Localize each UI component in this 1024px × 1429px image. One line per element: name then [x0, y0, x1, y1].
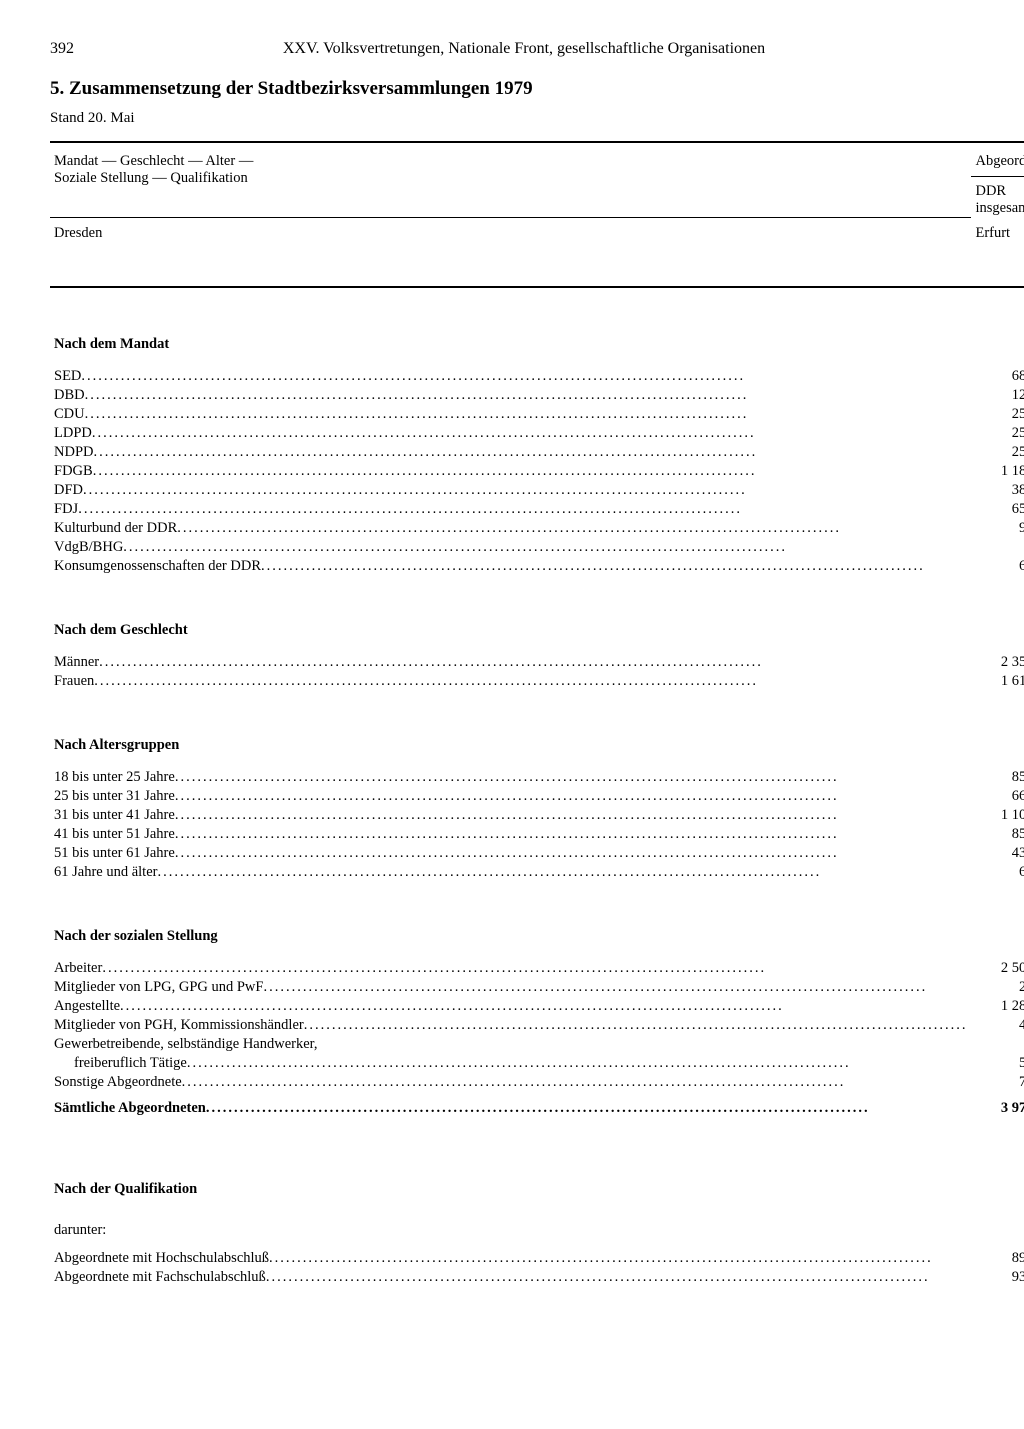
table-row-label: Gewerbetreibende, selbständige Handwerke… [50, 1035, 971, 1054]
table-row-label: 61 Jahre und älter [50, 863, 971, 882]
table-row-label: 25 bis unter 31 Jahre [50, 787, 971, 806]
table-cell: 1 616 [971, 672, 1024, 691]
table-row-label: 41 bis unter 51 Jahre [50, 825, 971, 844]
table-row-label: CDU [50, 405, 971, 424]
table-row-label: FDJ [50, 500, 971, 519]
table-cell: 1 189 [971, 462, 1024, 481]
table-cell: 41 [971, 1016, 1024, 1035]
table-row-label: Sonstige Abgeordnete [50, 1073, 971, 1092]
table-cell: 90 [971, 519, 1024, 538]
table-row-label: Angestellte [50, 997, 971, 1016]
table-row-label: DFD [50, 481, 971, 500]
table-row-label: 31 bis unter 41 Jahre [50, 806, 971, 825]
table-cell: 253 [971, 424, 1024, 443]
table-cell: 851 [971, 825, 1024, 844]
table-cell: 665 [971, 787, 1024, 806]
section-title: Nach dem Geschlecht [50, 576, 1024, 653]
table-cell: 2 359 [971, 653, 1024, 672]
total-cell: 3 975 [971, 1092, 1024, 1135]
table-row-label: Frauen [50, 672, 971, 691]
table-row-label: Mitglieder von LPG, GPG und PwF [50, 978, 971, 997]
table-cell: 69 [971, 557, 1024, 576]
section-title: Nach Altersgruppen [50, 691, 1024, 768]
table-cell: 2 505 [971, 959, 1024, 978]
table-cell: 254 [971, 405, 1024, 424]
table-row-label: freiberuflich Tätige [50, 1054, 971, 1073]
table-cell: 64 [971, 863, 1024, 882]
table-cell: 689 [971, 367, 1024, 386]
table-row-label: Mitglieder von PGH, Kommissionshändler [50, 1016, 971, 1035]
table-cell: 255 [971, 443, 1024, 462]
header-rowlabel: Mandat — Geschlecht — Alter —Soziale Ste… [50, 145, 971, 217]
table-cell: 4 [971, 538, 1024, 557]
table-cell: 385 [971, 481, 1024, 500]
table-row-label: 51 bis unter 61 Jahre [50, 844, 971, 863]
page-number: 392 [50, 40, 74, 58]
table-row-label: Abgeordnete mit Hochschulabschluß [50, 1249, 971, 1268]
stand-line: Stand 20. Mai [50, 110, 974, 127]
data-table: Mandat — Geschlecht — Alter —Soziale Ste… [50, 141, 1024, 1287]
table-row-label: 18 bis unter 25 Jahre [50, 768, 971, 787]
table-row-label: FDGB [50, 462, 971, 481]
chapter-title: XXV. Volksvertretungen, Nationale Front,… [74, 40, 974, 58]
header-city-1: Erfurt [971, 221, 1024, 287]
total-row-label: Sämtliche Abgeordneten [50, 1092, 971, 1135]
table-cell: 1 283 [971, 997, 1024, 1016]
table-row-label: Konsumgenossenschaften der DDR [50, 557, 971, 576]
table-row-label: VdgB/BHG [50, 538, 971, 557]
table-row-label: Abgeordnete mit Fachschulabschluß [50, 1268, 971, 1287]
table-cell: 52 [971, 1054, 1024, 1073]
table-cell: 21 [971, 978, 1024, 997]
table-cell: 73 [971, 1073, 1024, 1092]
table-row-label: Männer [50, 653, 971, 672]
table-cell: 939 [971, 1268, 1024, 1287]
main-title: 5. Zusammensetzung der Stadtbezirksversa… [50, 78, 974, 100]
table-cell: 856 [971, 768, 1024, 787]
table-row-label: Arbeiter [50, 959, 971, 978]
header-city-0: Dresden [50, 221, 971, 287]
header-abgeordnete: Abgeordnete [971, 145, 1024, 177]
section-title: Nach dem Mandat [50, 290, 1024, 367]
table-cell: 899 [971, 1249, 1024, 1268]
table-cell: 1 101 [971, 806, 1024, 825]
table-row-label: DBD [50, 386, 971, 405]
section-title: Nach der sozialen Stellung [50, 882, 1024, 959]
table-row-label: NDPD [50, 443, 971, 462]
header-ddr: DDRinsgesamt [971, 179, 1024, 221]
section-sublabel: darunter: [50, 1212, 1024, 1249]
table-row-label: SED [50, 367, 971, 386]
table-cell: 128 [971, 386, 1024, 405]
table-cell: 438 [971, 844, 1024, 863]
table-cell: 659 [971, 500, 1024, 519]
table-row-label: LDPD [50, 424, 971, 443]
section-title: Nach der Qualifikation [50, 1135, 1024, 1212]
table-row-label: Kulturbund der DDR [50, 519, 971, 538]
page-header: 392 XXV. Volksvertretungen, Nationale Fr… [50, 40, 974, 58]
